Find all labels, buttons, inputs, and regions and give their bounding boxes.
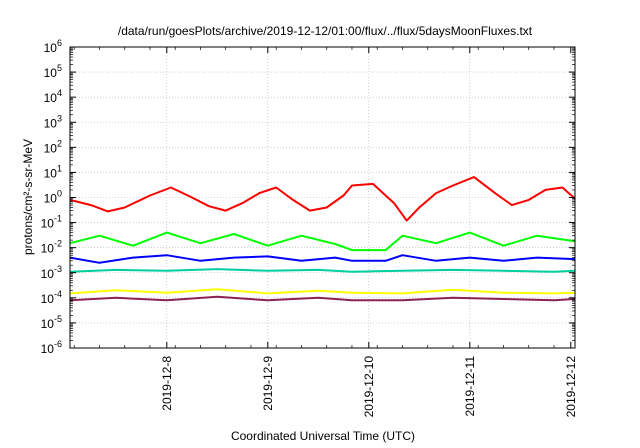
x-tick-labels: 2019-12-8 2019-12-9 2019-12-10 2019-12-11 20…	[160, 356, 578, 418]
x-tick-label: 2019-12-8	[160, 356, 174, 411]
y-tick-label: 101	[44, 163, 62, 180]
y-tick-label: 103	[44, 113, 62, 130]
y-tick-label: 10-1	[41, 214, 62, 231]
y-tick-label: 100	[44, 189, 62, 206]
y-tick-label: 10-2	[41, 239, 62, 256]
x-tick-label: 2019-12-11	[463, 356, 477, 417]
y-tick-label: 10-5	[41, 314, 62, 331]
series-line-4	[69, 268, 576, 273]
x-tick-label: 2019-12-12	[564, 356, 578, 418]
x-tick-label: 2019-12-10	[362, 356, 376, 418]
y-tick-label: 105	[44, 63, 62, 80]
series-line-3	[69, 254, 576, 264]
chart-title: /data/run/goesPlots/archive/2019-12-12/0…	[118, 24, 533, 38]
y-tick-label: 104	[44, 88, 62, 105]
series-line-5	[69, 288, 576, 295]
series-line-1	[69, 176, 576, 222]
series-line-2	[69, 231, 576, 252]
x-axis-label: Coordinated Universal Time (UTC)	[231, 429, 415, 443]
y-tick-label: 106	[44, 38, 62, 55]
y-axis-label: protons/cm²-s-sr-MeV	[21, 139, 35, 255]
y-tick-label: 10-3	[41, 264, 62, 281]
y-tick-label: 10-6	[41, 339, 62, 356]
axis-ticks	[70, 46, 575, 349]
y-tick-labels: 10-6 10-5 10-4 10-3 10-2 10-1 100 101 102 103 104 1…	[41, 38, 62, 356]
series-layer	[69, 176, 576, 302]
y-tick-label: 10-4	[41, 289, 62, 306]
y-tick-label: 102	[44, 138, 62, 155]
x-tick-label: 2019-12-9	[261, 356, 275, 411]
series-line-6	[69, 295, 576, 302]
